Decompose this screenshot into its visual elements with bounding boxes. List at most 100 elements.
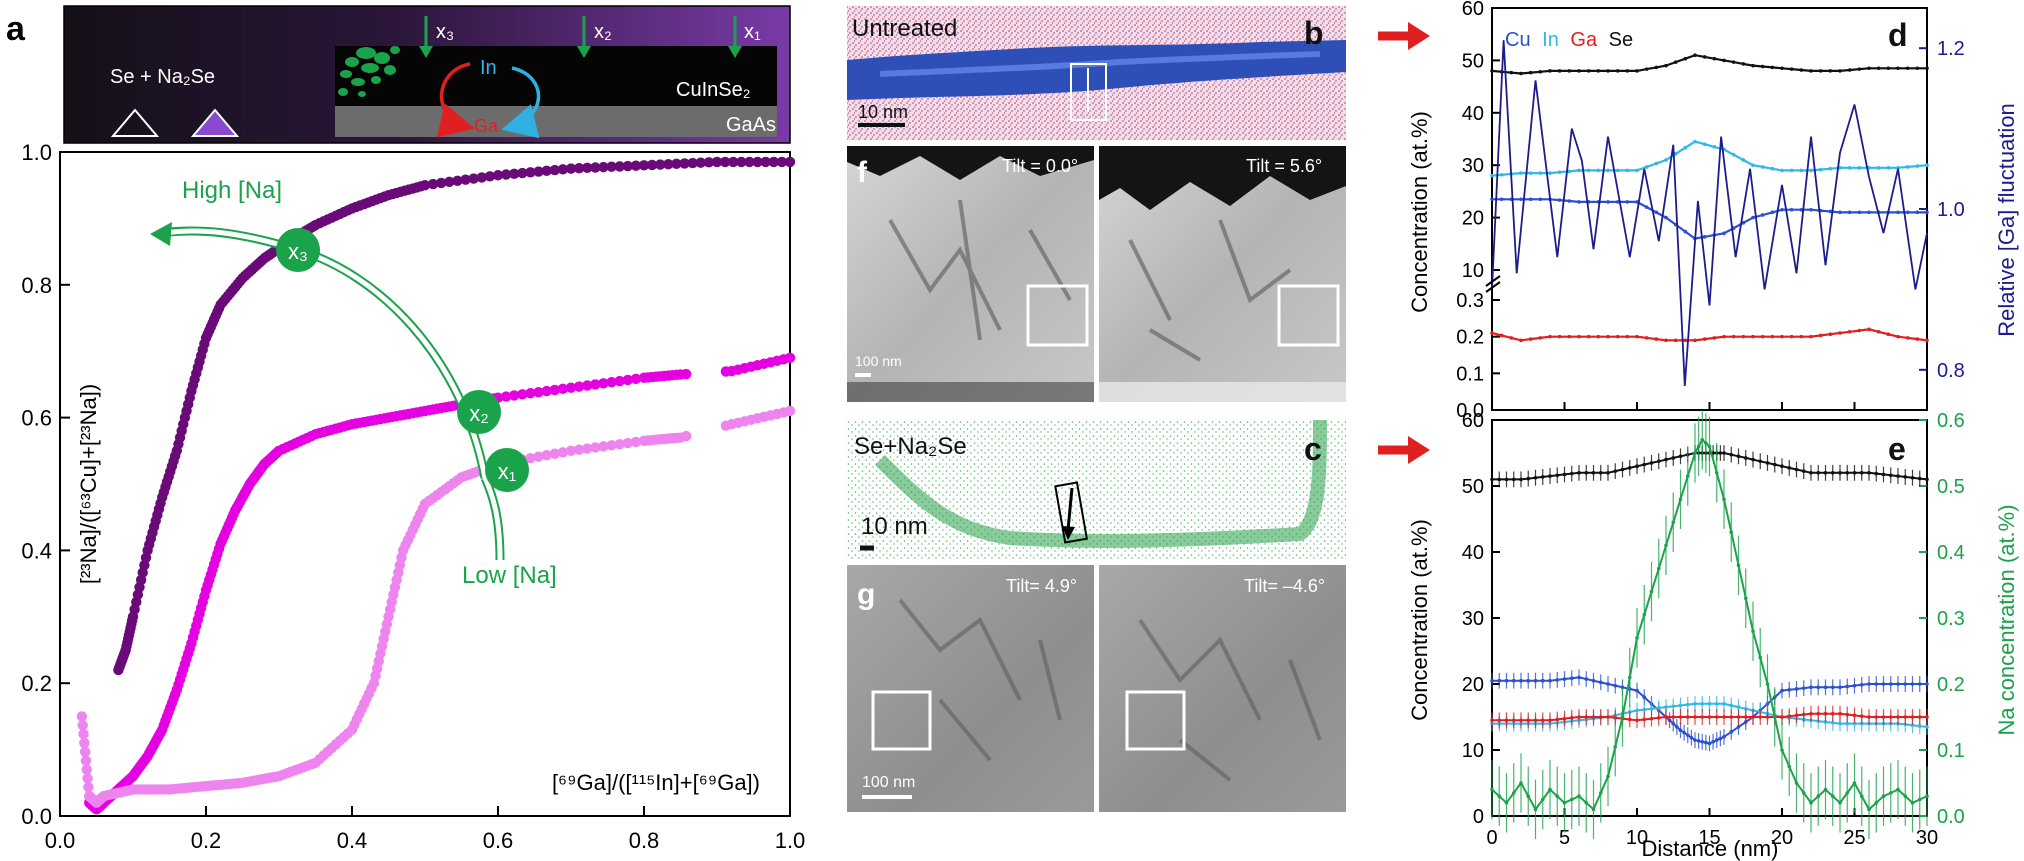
panel-d-point bbox=[1731, 334, 1736, 339]
panel-d-point bbox=[1847, 68, 1852, 72]
panel-e-point bbox=[1859, 683, 1864, 687]
panel-e-point bbox=[1678, 715, 1683, 719]
panel-d-ytick-label: 40 bbox=[1462, 103, 1484, 125]
panel-d-point bbox=[1586, 69, 1591, 73]
panel-e-point bbox=[1526, 794, 1531, 798]
panel-d-point bbox=[1818, 69, 1823, 73]
panel-f-left-roi bbox=[1026, 284, 1089, 347]
panel-e-ytick-label: 50 bbox=[1462, 476, 1484, 498]
panel-e-point bbox=[1555, 717, 1560, 722]
cuinse2-label: CuInSe₂ bbox=[676, 79, 750, 101]
panel-e-point bbox=[1613, 683, 1618, 688]
panel-b-roi-box bbox=[1070, 63, 1107, 121]
panel-e-point bbox=[1678, 497, 1683, 502]
panel-e-point bbox=[1845, 471, 1850, 475]
panel-e-point bbox=[1606, 682, 1610, 686]
panel-d-point bbox=[1509, 336, 1514, 340]
panel-e-point bbox=[1722, 735, 1726, 739]
panel-e-xtick-label: 0 bbox=[1486, 827, 1497, 849]
panel-d-point bbox=[1847, 210, 1852, 215]
panel-b-image: Untreated b 10 nm bbox=[847, 6, 1346, 140]
panel-e-point bbox=[1729, 730, 1734, 734]
magenta-series-point bbox=[549, 384, 560, 396]
panel-e-point bbox=[1490, 718, 1494, 723]
panel-e-point bbox=[1888, 473, 1893, 478]
panel-d-point bbox=[1799, 334, 1804, 339]
panel-e-point bbox=[1711, 739, 1715, 744]
panel-e-point bbox=[1772, 462, 1777, 467]
purple-series-point bbox=[784, 156, 796, 168]
panel-e-point bbox=[1519, 718, 1523, 723]
panel-e-point bbox=[1678, 728, 1683, 732]
panel-d-point bbox=[1499, 197, 1504, 202]
panel-e-point bbox=[1823, 471, 1828, 475]
panel-e-point bbox=[1497, 794, 1502, 798]
panel-d-point bbox=[1780, 66, 1784, 71]
panel-e-point bbox=[1577, 794, 1581, 798]
panel-d-point bbox=[1625, 168, 1630, 173]
pink-series-point bbox=[557, 447, 569, 458]
panel-e-point bbox=[1504, 801, 1509, 805]
magenta-series-point bbox=[565, 382, 577, 393]
purple-series-point bbox=[655, 159, 666, 170]
panel-a-xtick-label: 0.0 bbox=[45, 828, 76, 853]
panel-d-right-ytick-label: 1.0 bbox=[1937, 199, 1965, 221]
panel-e-point bbox=[1591, 715, 1596, 719]
panel-e-point bbox=[1555, 473, 1560, 478]
marker-x1: x₁ bbox=[485, 448, 529, 492]
panel-d-point bbox=[1644, 67, 1649, 71]
cuinse2-layer bbox=[335, 46, 777, 106]
panel-d-point bbox=[1838, 166, 1842, 170]
panel-d-point bbox=[1847, 166, 1852, 170]
purple-series-point bbox=[427, 178, 439, 190]
panel-d-point bbox=[1615, 334, 1620, 339]
panel-e-point bbox=[1758, 715, 1763, 719]
panel-e-point bbox=[1620, 467, 1625, 472]
panel-e-point bbox=[1845, 721, 1850, 726]
panel-d-point bbox=[1741, 334, 1746, 339]
panel-d-point bbox=[1654, 161, 1659, 166]
panel-d-point bbox=[1586, 168, 1591, 173]
panel-e-point bbox=[1693, 738, 1697, 742]
purple-series-point bbox=[703, 157, 715, 168]
panel-d-point bbox=[1915, 66, 1920, 71]
panel-e-point bbox=[1903, 794, 1908, 798]
panel-d-point bbox=[1896, 334, 1900, 339]
panel-e-point bbox=[1736, 725, 1741, 729]
panel-d-point bbox=[1915, 164, 1920, 168]
panel-e-point bbox=[1577, 675, 1581, 680]
panel-e-point bbox=[1606, 715, 1610, 719]
panel-d-point bbox=[1499, 173, 1504, 177]
panel-d-point bbox=[1606, 200, 1610, 204]
panel-d-ylabel-left: Concentration (at.%) bbox=[1407, 111, 1432, 313]
panel-d-ytick-label: 30 bbox=[1462, 155, 1484, 177]
purple-series-point bbox=[776, 156, 788, 168]
magenta-series-point bbox=[517, 389, 528, 400]
panel-e-point bbox=[1830, 471, 1835, 475]
panel-d-point bbox=[1490, 173, 1494, 178]
panel-e-point bbox=[1743, 456, 1748, 460]
panel-a-ylabel-text: [²³Na]/([⁶³Cu]+[²³Na]) bbox=[76, 384, 101, 584]
panel-e-right-ytick-label: 0.1 bbox=[1937, 740, 1965, 762]
panel-e-point bbox=[1809, 801, 1813, 805]
magenta-series-point bbox=[582, 380, 593, 391]
panel-f-images: Tilt = 0.0° Tilt = 5.6° f 100 nm bbox=[847, 146, 1346, 402]
panel-e-point bbox=[1649, 706, 1654, 711]
panel-e-point bbox=[1700, 702, 1705, 706]
panel-e-point bbox=[1526, 718, 1531, 723]
panel-e-point bbox=[1714, 702, 1719, 706]
na-grains-icon bbox=[338, 46, 400, 97]
purple-series-point bbox=[728, 156, 739, 168]
purple-series-point bbox=[752, 156, 763, 168]
panel-a-ytick-label: 0.4 bbox=[21, 538, 52, 563]
purple-series-point bbox=[760, 156, 771, 168]
axis-break-mark bbox=[1485, 275, 1501, 287]
panel-d-point bbox=[1577, 69, 1581, 73]
magenta-series-point bbox=[614, 375, 625, 387]
panel-d-point bbox=[1760, 213, 1765, 217]
panel-e-point bbox=[1548, 474, 1552, 478]
panel-d-point bbox=[1896, 210, 1900, 215]
panel-e-point bbox=[1859, 714, 1864, 718]
panel-d-point bbox=[1722, 231, 1726, 236]
panel-e-point bbox=[1519, 781, 1523, 785]
